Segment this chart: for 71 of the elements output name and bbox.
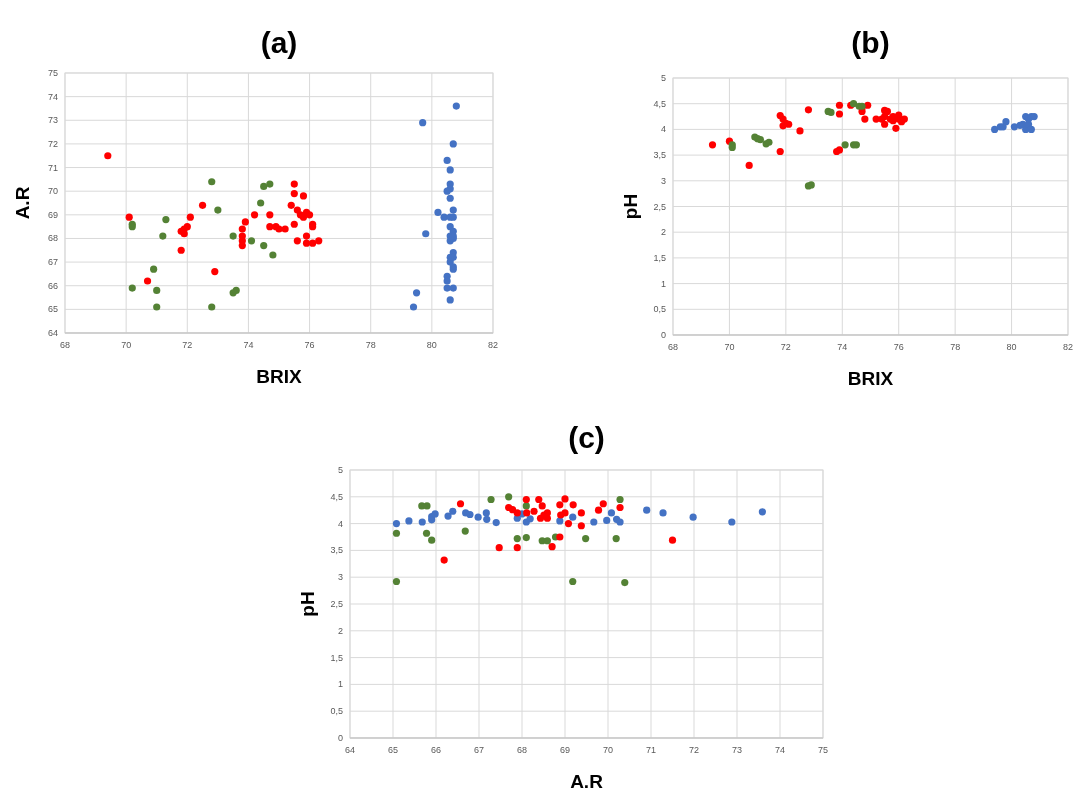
x-tick-label: 68 [667, 342, 679, 352]
x-tick-label: 76 [304, 340, 315, 350]
chart-title: (b) [851, 26, 890, 59]
x-tick-label: 70 [121, 340, 132, 350]
y-tick-label: 1,5 [330, 652, 343, 663]
y-tick-label: 3,5 [653, 150, 666, 161]
x-axis-title: A.R [570, 771, 604, 792]
x-tick-label: 76 [893, 342, 904, 352]
y-tick-label: 2,5 [330, 599, 343, 609]
y-tick-label: 4 [337, 518, 343, 529]
y-tick-label: 71 [47, 162, 58, 173]
y-tick-label: 3 [337, 572, 343, 583]
x-tick-label: 64 [344, 745, 356, 755]
y-tick-label: 5 [337, 465, 343, 475]
y-tick-label: 1 [660, 278, 666, 289]
y-axis-title: pH [297, 591, 318, 617]
x-tick-label: 68 [59, 340, 71, 350]
x-tick-label: 78 [950, 342, 961, 352]
x-tick-label: 78 [365, 340, 376, 350]
y-tick-label: 1 [337, 679, 343, 690]
y-tick-label: 2,5 [653, 201, 666, 212]
y-tick-label: 66 [47, 280, 58, 291]
x-axis-title: BRIX [256, 366, 303, 387]
x-tick-label: 80 [1006, 342, 1017, 352]
y-axis-title: pH [620, 193, 641, 220]
chart-title: (a) [260, 26, 298, 59]
x-tick-label: 72 [182, 340, 193, 350]
x-tick-label: 72 [780, 342, 791, 352]
x-tick-label: 82 [487, 340, 499, 350]
x-tick-label: 82 [1062, 342, 1074, 352]
y-tick-label: 0 [337, 733, 343, 743]
y-tick-label: 70 [47, 186, 58, 197]
y-tick-label: 5 [660, 73, 666, 83]
x-tick-label: 74 [774, 745, 786, 755]
x-tick-label: 73 [731, 745, 743, 755]
y-tick-label: 4 [660, 124, 666, 135]
y-tick-label: 4,5 [653, 98, 666, 109]
x-tick-label: 75 [817, 745, 829, 755]
x-tick-label: 74 [243, 340, 254, 350]
y-tick-label: 67 [47, 257, 58, 268]
y-tick-label: 73 [47, 115, 58, 126]
x-tick-label: 74 [837, 342, 848, 352]
y-tick-label: 1,5 [653, 252, 666, 263]
y-tick-label: 65 [47, 304, 58, 315]
x-tick-label: 71 [645, 745, 657, 755]
x-tick-label: 80 [426, 340, 437, 350]
y-tick-label: 3,5 [330, 545, 343, 556]
y-tick-label: 75 [47, 68, 58, 78]
y-tick-label: 64 [47, 328, 58, 338]
y-tick-label: 68 [47, 233, 58, 244]
y-tick-label: 0,5 [330, 706, 343, 717]
y-tick-label: 4,5 [330, 491, 343, 502]
y-tick-label: 2 [337, 625, 343, 636]
y-tick-label: 69 [47, 209, 58, 220]
x-axis-title: BRIX [847, 368, 894, 389]
x-tick-label: 70 [724, 342, 735, 352]
x-tick-label: 66 [430, 745, 442, 755]
x-tick-label: 68 [516, 745, 528, 755]
x-tick-label: 69 [559, 745, 571, 755]
y-tick-label: 0,5 [653, 304, 666, 315]
x-tick-label: 67 [473, 745, 485, 755]
y-tick-label: 74 [47, 91, 58, 102]
chart-title: (c) [568, 421, 605, 454]
y-tick-label: 0 [660, 330, 666, 340]
y-axis-title: A.R [12, 186, 33, 220]
x-tick-label: 70 [602, 745, 614, 755]
y-tick-label: 72 [47, 138, 58, 149]
x-tick-label: 72 [688, 745, 700, 755]
x-tick-label: 65 [387, 745, 399, 755]
y-tick-label: 2 [660, 227, 666, 238]
y-tick-label: 3 [660, 175, 666, 186]
